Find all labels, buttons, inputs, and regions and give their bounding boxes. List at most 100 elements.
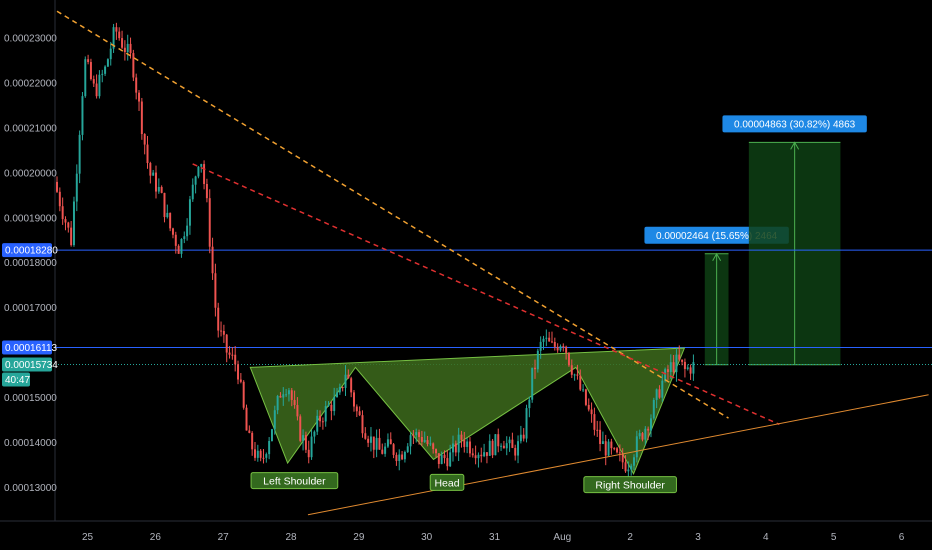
orange-downtrend-line[interactable]	[56, 10, 729, 419]
red-downtrend-line[interactable]	[192, 163, 780, 426]
candle-body	[316, 415, 319, 432]
price-tick-label: 0.00022000	[4, 79, 57, 90]
candle-body	[310, 436, 313, 458]
candle-body	[415, 432, 418, 436]
candle-body	[333, 396, 336, 412]
candle-body	[341, 387, 344, 389]
candle-body	[197, 166, 200, 177]
candle-body	[618, 452, 621, 454]
candle-body	[163, 192, 166, 218]
time-tick-label: 2	[627, 532, 633, 543]
candle-body	[205, 183, 208, 199]
pattern-label: Right Shoulder	[595, 480, 665, 492]
candle-body	[84, 59, 87, 97]
candle-body	[95, 83, 98, 97]
time-tick-label: 3	[695, 532, 701, 543]
candle-body	[638, 433, 641, 437]
candle-body	[381, 449, 384, 454]
candle-body	[355, 406, 358, 412]
candle-body	[270, 429, 273, 442]
candle-body	[401, 454, 404, 460]
candle-body	[483, 452, 486, 457]
candle-body	[466, 441, 469, 447]
candle-body	[89, 62, 92, 80]
candle-body	[406, 446, 409, 452]
candle-body	[500, 445, 503, 447]
time-axis[interactable]: 25 26 27 28 29 30 31 Aug 2 3 4 5 6	[0, 520, 932, 550]
candle-body	[683, 361, 686, 369]
support-uptrend-line[interactable]	[307, 394, 929, 516]
candle-body	[644, 428, 647, 440]
candle-body	[624, 462, 627, 472]
candle-body	[293, 399, 296, 406]
candle-body	[169, 212, 172, 229]
candle-body	[576, 374, 579, 376]
candle-body	[358, 411, 361, 416]
price-tick-label: 0.00013000	[4, 483, 57, 494]
candle-body	[61, 206, 64, 220]
candle-body	[531, 367, 534, 400]
current-price-tag	[2, 357, 52, 372]
countdown-label: 40:47	[5, 375, 30, 386]
candle-body	[299, 416, 302, 441]
candle-body	[143, 134, 146, 145]
candle-body	[647, 428, 650, 431]
candle-body	[208, 198, 211, 247]
candle-body	[330, 404, 333, 412]
candle-body	[604, 441, 607, 456]
candle-body	[692, 362, 695, 374]
candle-body	[149, 163, 152, 176]
candle-body	[686, 367, 689, 369]
candle-body	[375, 437, 378, 450]
candle-body	[225, 334, 228, 353]
candle-body	[446, 458, 449, 467]
candle-body	[319, 415, 322, 422]
candle-body	[395, 454, 398, 461]
candle-body	[231, 354, 234, 356]
candle-body	[279, 395, 282, 398]
candle-body	[237, 364, 240, 380]
candle-body	[681, 359, 684, 362]
candle-body	[248, 430, 251, 433]
candle-body	[364, 433, 367, 439]
candle-body	[463, 439, 466, 447]
candle-body	[423, 440, 426, 442]
candle-body	[443, 454, 446, 459]
candle-body	[432, 443, 435, 450]
candle-body	[689, 367, 692, 374]
candle-body	[81, 96, 84, 135]
candle-body	[449, 452, 452, 467]
candle-body	[596, 429, 599, 431]
candle-body	[451, 443, 454, 453]
price-level-tag-label: 0.00018280	[5, 246, 58, 257]
candles	[56, 22, 695, 478]
candle-body	[87, 59, 90, 63]
candle-body	[553, 342, 556, 347]
candle-body	[304, 435, 307, 450]
candle-body	[630, 465, 633, 470]
candle-body	[511, 439, 514, 448]
candle-body	[361, 415, 364, 434]
candle-body	[601, 441, 604, 445]
candle-body	[285, 394, 288, 396]
candle-body	[200, 164, 203, 167]
candle-body	[106, 59, 109, 67]
candle-body	[457, 434, 460, 453]
candle-body	[508, 439, 511, 444]
candle-body	[534, 367, 537, 370]
candle-body	[296, 405, 299, 417]
candle-body	[649, 418, 652, 431]
candle-body	[67, 222, 70, 228]
candle-body	[672, 362, 675, 373]
price-axis[interactable]: 0.00023000 0.00022000 0.00021000 0.00020000…	[0, 0, 58, 521]
candle-body	[435, 449, 438, 454]
candle-body	[627, 469, 630, 472]
price-level-tag	[2, 243, 52, 258]
candle-body	[121, 38, 124, 48]
candle-body	[112, 27, 115, 49]
candle-body	[265, 454, 268, 458]
candle-body	[418, 432, 421, 437]
candle-body	[98, 74, 101, 97]
candle-body	[641, 433, 644, 440]
